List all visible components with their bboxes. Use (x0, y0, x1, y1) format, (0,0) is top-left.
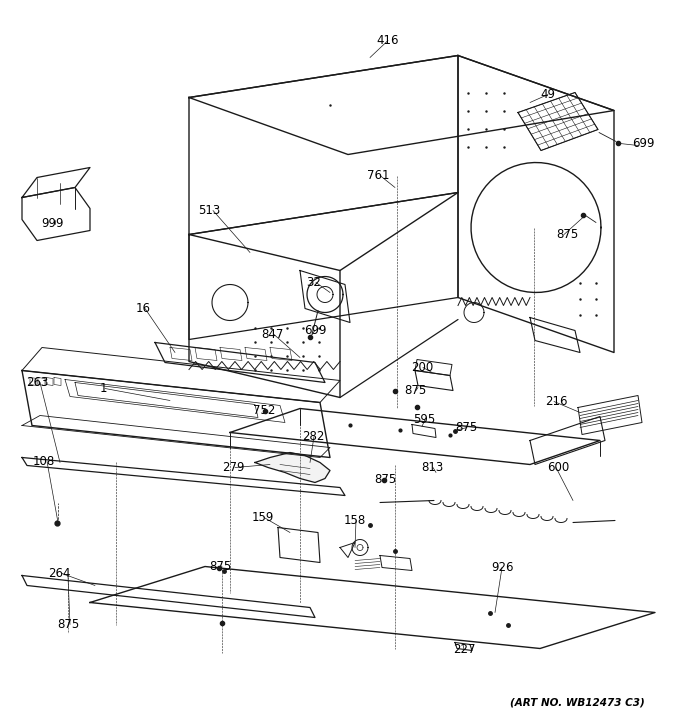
Text: (ART NO. WB12473 C3): (ART NO. WB12473 C3) (510, 697, 645, 708)
Text: 595: 595 (413, 413, 435, 426)
Text: 279: 279 (222, 461, 244, 474)
Text: 159: 159 (252, 511, 274, 524)
Text: 1: 1 (99, 382, 107, 395)
Text: 761: 761 (367, 169, 389, 182)
Text: 813: 813 (421, 461, 443, 474)
Text: 875: 875 (556, 228, 578, 241)
Polygon shape (255, 452, 330, 483)
Text: 699: 699 (304, 324, 326, 337)
Text: 282: 282 (302, 430, 324, 443)
Text: 108: 108 (33, 455, 55, 468)
Text: 875: 875 (209, 560, 231, 573)
Text: 513: 513 (198, 204, 220, 217)
Text: 49: 49 (541, 88, 556, 101)
Text: 200: 200 (411, 361, 433, 374)
Text: 926: 926 (491, 561, 513, 574)
Text: 16: 16 (135, 302, 150, 315)
Text: 999: 999 (41, 217, 64, 230)
Text: 416: 416 (377, 34, 399, 47)
Text: 32: 32 (307, 276, 322, 289)
Text: 600: 600 (547, 461, 569, 474)
Text: 264: 264 (48, 567, 70, 580)
Text: 875: 875 (57, 618, 79, 631)
Text: 216: 216 (545, 395, 567, 408)
Text: 875: 875 (455, 421, 477, 434)
Text: 158: 158 (344, 514, 366, 527)
Text: 847: 847 (261, 328, 283, 341)
Text: 752: 752 (253, 404, 275, 417)
Text: 875: 875 (374, 473, 396, 486)
Text: 699: 699 (632, 137, 654, 150)
Text: 227: 227 (453, 643, 475, 656)
Text: 875: 875 (404, 384, 426, 397)
Text: 263: 263 (26, 376, 48, 389)
